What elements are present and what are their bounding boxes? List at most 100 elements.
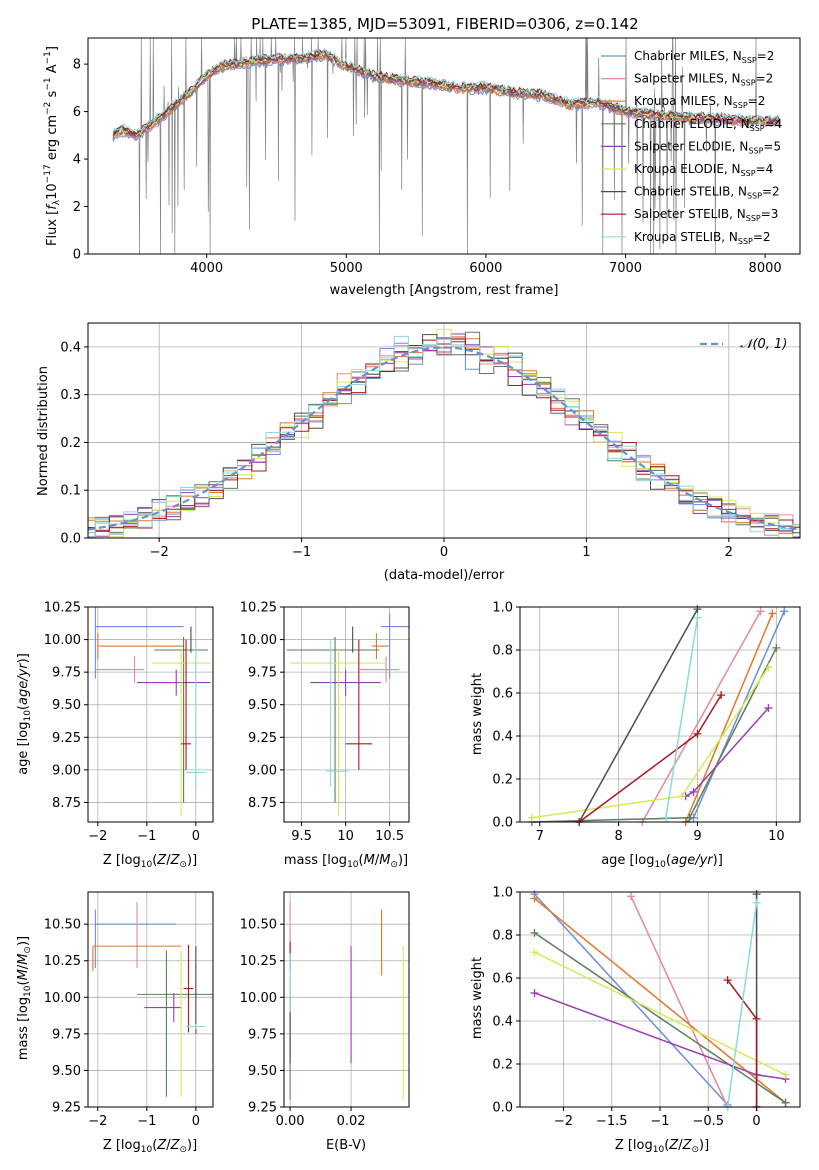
y-tick-label: 9.25 (248, 1101, 277, 1116)
age-vs-Z-xlabel: Z [log10(Z/Z⊙)] (103, 853, 197, 870)
legend-label: Salpeter STELIB, NSSP=3 (634, 207, 778, 223)
x-tick-label: 1 (582, 545, 590, 560)
y-tick-label: 9.75 (248, 666, 277, 681)
y-tick-label: 10.00 (240, 991, 277, 1006)
legend-label: Kroupa MILES, NSSP=2 (634, 94, 765, 110)
x-tick-label: 10.5 (375, 829, 404, 844)
x-tick-label: −1 (137, 1114, 156, 1129)
legend-label: Chabrier MILES, NSSP=2 (634, 49, 774, 65)
x-tick-label: −2 (88, 1114, 107, 1129)
mass-weight-series-line (630, 895, 729, 1108)
mass-weight-point (768, 609, 777, 618)
y-tick-label: 10.00 (44, 991, 81, 1006)
residual-histogram-step (88, 328, 800, 539)
x-tick-label: 8000 (749, 261, 782, 276)
y-tick-label: 10.50 (44, 918, 81, 933)
y-tick-label: 0.0 (492, 1101, 513, 1116)
x-tick-label: 5000 (330, 261, 363, 276)
weight-vs-age-axes-frame (519, 606, 801, 823)
residuals-xlabel: (data-model)/error (384, 568, 505, 583)
weight-vs-age-plot-area (520, 605, 800, 826)
mass-weight-point (723, 976, 732, 985)
y-tick-label: 4 (73, 153, 81, 168)
age-vs-Z-axes-frame (87, 606, 214, 823)
mass-weight-point (661, 813, 670, 822)
x-tick-label: 0.00 (276, 1114, 305, 1129)
residual-histogram-step (88, 333, 800, 538)
mass-weight-series-line (578, 608, 699, 823)
mass-vs-ebv-panel: 0.00 0.02 9.25 9.50 9.75 10.00 10.25 10.50 E(B-… (240, 891, 410, 1153)
y-tick-label: 9.50 (248, 1064, 277, 1079)
spectrum-xlabel: wavelength [Angstrom, rest frame] (330, 283, 559, 298)
y-tick-label: 10.25 (44, 954, 81, 969)
mass-weight-series-line (641, 610, 762, 823)
mass-weight-point (781, 1098, 790, 1107)
spectrum-ticks: 4000 5000 6000 7000 8000 0 2 4 6 8 (73, 58, 782, 276)
y-tick-label: 6 (73, 105, 81, 120)
spectrum-title: PLATE=1385, MJD=53091, FIBERID=0306, z=0… (251, 15, 638, 33)
y-tick-label: 10.25 (44, 601, 81, 616)
x-tick-label: −1 (650, 1114, 669, 1129)
normal-reference-legend-label: 𝒩(0, 1) (740, 337, 787, 352)
mass-weight-point (693, 729, 702, 738)
weight-vs-Z-panel: −2 −1.5 −1 −0.5 0 0.0 0.2 0.4 0.6 0.8 1.0 Z [log10… (470, 886, 801, 1155)
y-tick-label: 0.4 (60, 340, 81, 355)
mass-vs-Z-ticks: −2 −1 0 9.25 9.50 9.75 10.00 10.25 10.50 (44, 918, 200, 1129)
mass-vs-Z-ylabel: mass [log10(M/M⊙)] (16, 936, 33, 1060)
y-tick-label: 1.0 (492, 886, 513, 901)
x-tick-label: 7 (536, 829, 544, 844)
x-tick-label: 8 (614, 829, 622, 844)
x-tick-label: 0 (192, 1114, 200, 1129)
y-tick-label: 9.75 (52, 1027, 81, 1042)
y-tick-label: 9.75 (52, 666, 81, 681)
y-tick-label: 10.25 (240, 601, 277, 616)
x-tick-label: 0 (192, 829, 200, 844)
mass-vs-Z-axes-frame (87, 891, 214, 1108)
age-vs-mass-ticks: 9.5 10 10.5 8.75 9.00 9.25 9.50 9.75 10.00 10.25 (240, 601, 404, 845)
x-tick-label: 10 (768, 829, 785, 844)
legend-label: Salpeter ELODIE, NSSP=5 (634, 139, 781, 155)
weight-vs-age-ticks: 7 8 9 10 0.0 0.2 0.4 0.6 0.8 1.0 (492, 601, 784, 845)
spectrum-ylabel: Flux [fλ10−17 erg cm−2 s−1 A−1] (43, 46, 62, 246)
mass-weight-point (627, 892, 636, 901)
y-tick-label: 0.6 (492, 972, 513, 987)
mass-weight-series-line (534, 932, 786, 1104)
model-spectrum-line (112, 49, 780, 133)
y-tick-label: 0.2 (492, 1058, 513, 1073)
y-tick-label: 0.2 (60, 436, 81, 451)
mass-weight-point (764, 663, 773, 672)
mass-weight-point (530, 989, 539, 998)
residuals-ticks: −2 −1 0 1 2 0.0 0.1 0.2 0.3 0.4 (60, 340, 733, 560)
x-tick-label: 9 (693, 829, 701, 844)
normal-reference-curve (87, 346, 801, 531)
y-tick-label: 0.4 (492, 1015, 513, 1030)
x-tick-label: 10 (337, 829, 354, 844)
mass-weight-point (527, 813, 536, 822)
spectrum-panel: PLATE=1385, MJD=53091, FIBERID=0306, z=0… (43, 15, 801, 298)
residuals-panel: −2 −1 0 1 2 0.0 0.1 0.2 0.3 0.4 (data-model)/erro… (36, 322, 801, 583)
legend-label: Kroupa STELIB, NSSP=2 (634, 230, 771, 246)
x-tick-label: −2 (150, 545, 169, 560)
mass-weight-point (717, 691, 726, 700)
residual-histogram-step (88, 331, 800, 539)
mass-vs-ebv-axes-frame (283, 891, 410, 1108)
x-tick-label: 4000 (190, 261, 223, 276)
mass-weight-point (752, 898, 761, 907)
y-tick-label: 10.50 (240, 918, 277, 933)
y-tick-label: 9.00 (52, 763, 81, 778)
x-tick-label: −0.5 (692, 1114, 724, 1129)
y-tick-label: 10.25 (240, 954, 277, 969)
y-tick-label: 8.75 (52, 796, 81, 811)
age-vs-mass-plot-area (284, 606, 409, 822)
spectrum-plot-area (112, 37, 781, 255)
x-tick-label: −2 (88, 829, 107, 844)
weight-vs-Z-ylabel: mass weight (470, 957, 485, 1039)
age-vs-mass-axes-frame (283, 606, 410, 823)
mass-weight-point (756, 607, 765, 616)
age-vs-Z-panel: −2 −1 0 8.75 9.00 9.25 9.50 9.75 10.00 10.25 Z [l… (16, 601, 214, 870)
mass-weight-point (752, 1014, 761, 1023)
legend-label: Kroupa ELODIE, NSSP=4 (634, 162, 773, 178)
mass-weight-point (781, 1070, 790, 1079)
mass-weight-point (677, 792, 686, 801)
mass-weight-point (772, 643, 781, 652)
